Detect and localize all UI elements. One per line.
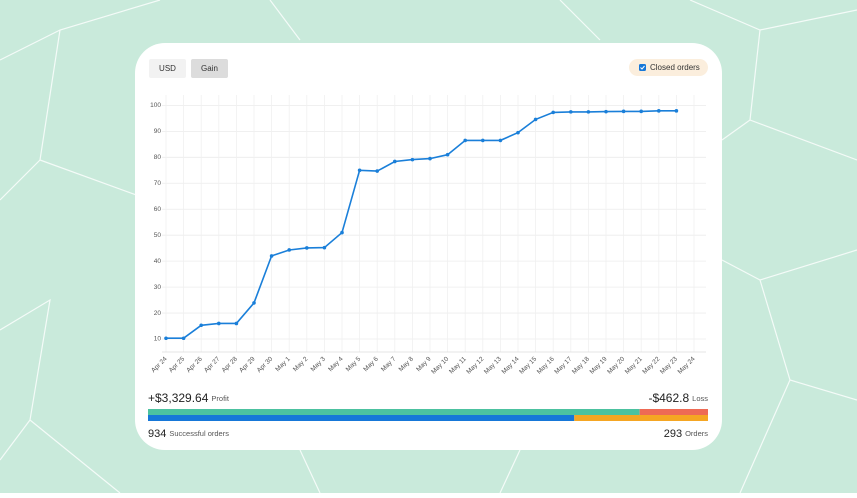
point — [674, 109, 679, 113]
point — [516, 130, 520, 135]
point — [410, 157, 415, 162]
y-tick-label: 40 — [154, 258, 162, 265]
orders-label: Orders — [685, 429, 708, 438]
point — [621, 109, 626, 114]
loss-bar — [639, 409, 708, 415]
point — [533, 117, 538, 122]
y-tick-label: 10 — [154, 336, 162, 343]
point — [604, 109, 608, 114]
point — [551, 110, 555, 115]
successful-label: Successful orders — [169, 429, 229, 438]
tab-gain[interactable] — [191, 59, 228, 78]
point — [657, 109, 661, 113]
point — [305, 246, 309, 250]
point — [234, 321, 239, 326]
point — [322, 245, 327, 250]
y-tick-label: 100 — [150, 102, 161, 109]
orders-value: 293 — [664, 428, 682, 440]
point — [269, 254, 274, 258]
filter-label[interactable]: Closed orders — [650, 63, 700, 72]
point — [393, 159, 397, 164]
point — [181, 336, 186, 341]
loss-value: -$462.8 — [648, 391, 689, 405]
line — [166, 110, 677, 339]
successful-text: 934 Successful orders — [148, 428, 229, 440]
point — [340, 230, 344, 235]
checkbox[interactable] — [639, 64, 646, 71]
loss-text: -$462.8 Loss — [648, 391, 708, 405]
point — [498, 138, 503, 143]
point — [199, 323, 203, 328]
orders-bar — [574, 415, 708, 421]
profit-label: Profit — [211, 394, 229, 403]
y-tick-label: 80 — [154, 154, 162, 161]
y-tick-label: 90 — [154, 128, 162, 135]
y-tick-label: 20 — [154, 310, 162, 317]
point — [164, 336, 168, 341]
filter-pill[interactable] — [629, 59, 708, 76]
profit-bar — [148, 409, 640, 415]
loss-label: Loss — [692, 394, 708, 403]
point — [481, 138, 485, 143]
profit-value: +$3,329.64 — [148, 391, 209, 405]
point — [639, 109, 643, 114]
point — [463, 138, 468, 143]
orders-text: 293 Orders — [664, 428, 709, 440]
point — [252, 301, 256, 305]
point — [428, 156, 432, 161]
y-tick-label: 30 — [154, 284, 162, 291]
tab-label[interactable]: USD — [159, 64, 176, 73]
y-tick-label: 60 — [154, 206, 162, 213]
checkmark — [640, 65, 645, 70]
point — [217, 321, 221, 326]
tab-usd[interactable] — [149, 59, 186, 78]
point — [357, 168, 362, 173]
y-tick-label: 70 — [154, 180, 162, 187]
point — [375, 169, 380, 173]
y-tick-label: 50 — [154, 232, 162, 239]
profit-text: +$3,329.64 Profit — [148, 391, 230, 405]
tab-label[interactable]: Gain — [201, 64, 218, 73]
point — [586, 110, 591, 114]
point — [287, 248, 292, 252]
successful-bar — [148, 415, 575, 421]
point — [445, 152, 450, 157]
point — [569, 110, 573, 114]
successful-value: 934 — [148, 428, 166, 440]
card — [135, 43, 722, 450]
